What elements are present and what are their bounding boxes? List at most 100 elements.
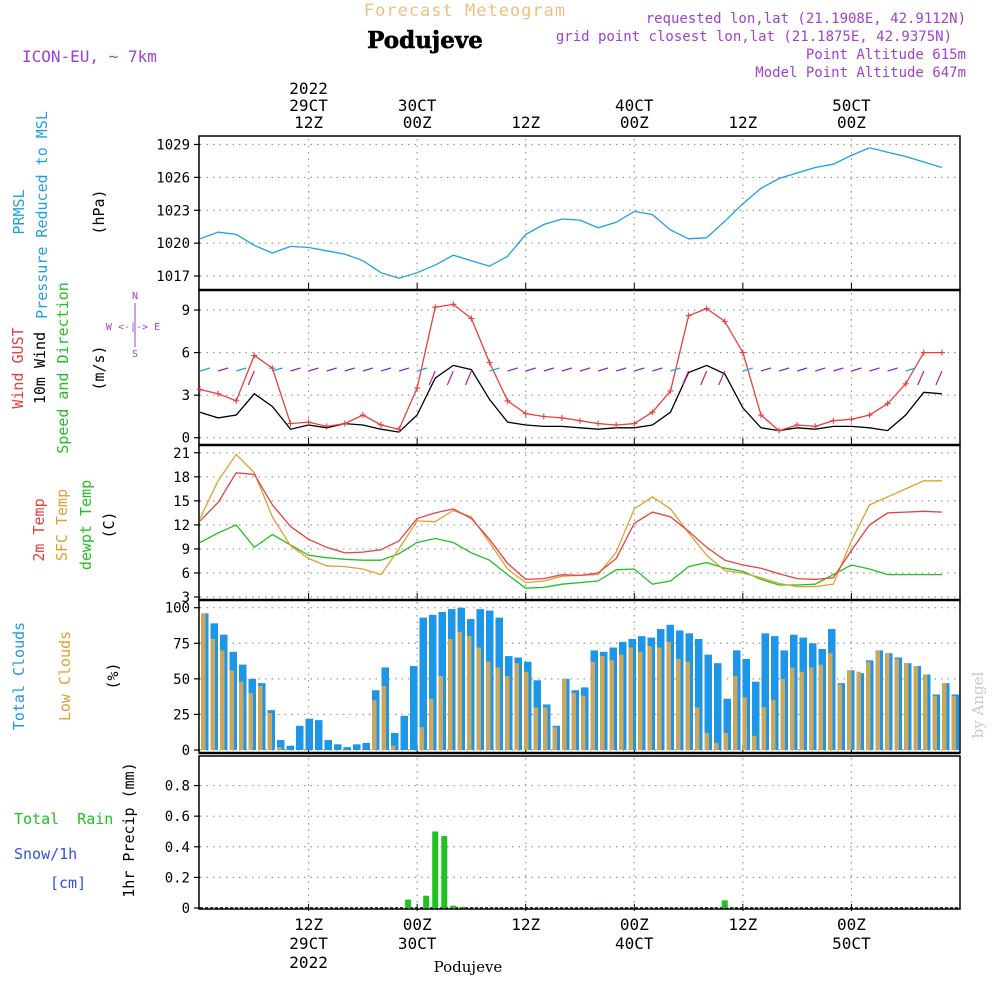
model-point-altitude: Model Point Altitude 647m (755, 65, 966, 81)
gust-marker (794, 421, 801, 428)
wind-arrow (398, 367, 410, 372)
low-cloud-bar (562, 678, 567, 750)
low-cloud-bar (799, 671, 804, 750)
low-cloud-bar (258, 685, 263, 750)
gust-marker (414, 385, 421, 392)
low-cloud-bar (828, 653, 833, 750)
gust-marker (938, 349, 945, 356)
bottom-time-label: 00Z (837, 915, 866, 934)
y-tick-label: 6 (182, 566, 190, 582)
gust-marker (595, 420, 602, 427)
gust-line (199, 303, 942, 432)
low-cloud-bar (932, 695, 937, 750)
low-cloud-bar (923, 674, 928, 750)
wind-arrow (217, 367, 229, 372)
low-cloud-bar (837, 684, 842, 750)
low-cloud-bar (571, 693, 576, 750)
y-tick-label: 0 (182, 901, 190, 917)
low-cloud-bar (742, 697, 747, 750)
low-cloud-bar (685, 661, 690, 750)
sfc-label: SFC Temp (53, 489, 71, 561)
low-cloud-bar (628, 647, 633, 750)
total-cloud-bar (305, 718, 313, 750)
wind-arrow (380, 367, 392, 372)
clouds-unit: (%) (104, 662, 122, 689)
low-cloud-bar (704, 732, 709, 750)
wind-arrow (935, 370, 943, 386)
wind-arrow (489, 367, 500, 372)
low-cloud-bar (847, 670, 852, 750)
gust-marker (287, 420, 294, 427)
y-tick-label: 12 (173, 518, 190, 534)
temp-unit: (C) (100, 511, 118, 538)
wind-arrow (670, 367, 681, 372)
low-cloud-bar (486, 661, 491, 750)
snow-label: Snow/1h (14, 845, 77, 863)
gust-marker (468, 315, 475, 322)
place-title: Podujeve (367, 27, 483, 54)
temp-panel (198, 444, 961, 601)
wind-arrow (236, 367, 247, 372)
wind-arrow (796, 367, 808, 372)
rain-bar (441, 836, 448, 908)
y-tick-label: 3 (182, 590, 190, 606)
wind-arrow (507, 367, 518, 372)
low-cloud-bar (467, 636, 472, 750)
low-cloud-bar (951, 695, 956, 750)
top-time-label: 50CT (832, 96, 871, 115)
gust-marker (613, 421, 620, 428)
low-cloud-bar (647, 646, 652, 750)
gust-marker (540, 413, 547, 420)
wind-arrow (760, 367, 772, 372)
bottom-time-label: 29CT (289, 934, 328, 953)
y-tick-label: 1026 (156, 170, 190, 186)
low-cloud-bar (220, 650, 225, 750)
total-clouds-label: Total Clouds (10, 622, 28, 730)
low-cloud-bar (552, 727, 557, 750)
wind-arrow (887, 367, 898, 372)
bottom-time-label: 2022 (289, 953, 328, 972)
low-cloud-bar (761, 707, 766, 750)
point-altitude: Point Altitude 615m (806, 47, 966, 63)
low-cloud-bar (239, 681, 244, 750)
wind-arrow (652, 367, 663, 372)
gust-marker (721, 318, 728, 325)
gust-marker (830, 417, 837, 424)
rain-bar (423, 895, 430, 908)
total-cloud-bar (277, 740, 285, 750)
low-cloud-bar (277, 747, 282, 750)
gust-marker (486, 359, 493, 366)
rain-bar (432, 831, 439, 908)
low-cloud-bar (942, 683, 947, 750)
low-cloud-bar (913, 666, 918, 750)
top-time-label: 12Z (728, 113, 757, 132)
rain-bar (405, 899, 412, 908)
low-cloud-bar (600, 656, 605, 750)
compass-south: S (132, 349, 138, 360)
wind-arrow (682, 370, 690, 386)
gust-marker (920, 349, 927, 356)
clouds-panel (198, 599, 961, 754)
y-tick-label: 3 (182, 388, 190, 404)
gust-label: Wind GUST (9, 327, 27, 408)
gust-marker (504, 397, 511, 404)
low-cloud-bar (533, 707, 538, 750)
low-cloud-bar (657, 647, 662, 750)
low-cloud-bar (723, 732, 728, 750)
low-cloud-bar (695, 707, 700, 750)
wind-speed-line (199, 364, 942, 433)
total-cloud-bar (429, 614, 437, 750)
rain-label: Total Rain (14, 810, 113, 828)
total-cloud-bar (353, 744, 361, 750)
y-tick-label: 18 (173, 470, 190, 486)
bottom-time-label: 12Z (294, 915, 323, 934)
wind-arrow (597, 367, 609, 372)
low-cloud-bar (638, 651, 643, 750)
total-cloud-bar (296, 725, 304, 750)
gust-marker (341, 420, 348, 427)
pressure-label-1: PRMSL (10, 189, 28, 234)
total-cloud-bar (704, 654, 712, 750)
top-time-label: 29CT (289, 96, 328, 115)
total-cloud-bar (695, 639, 703, 750)
gust-marker (703, 305, 710, 312)
